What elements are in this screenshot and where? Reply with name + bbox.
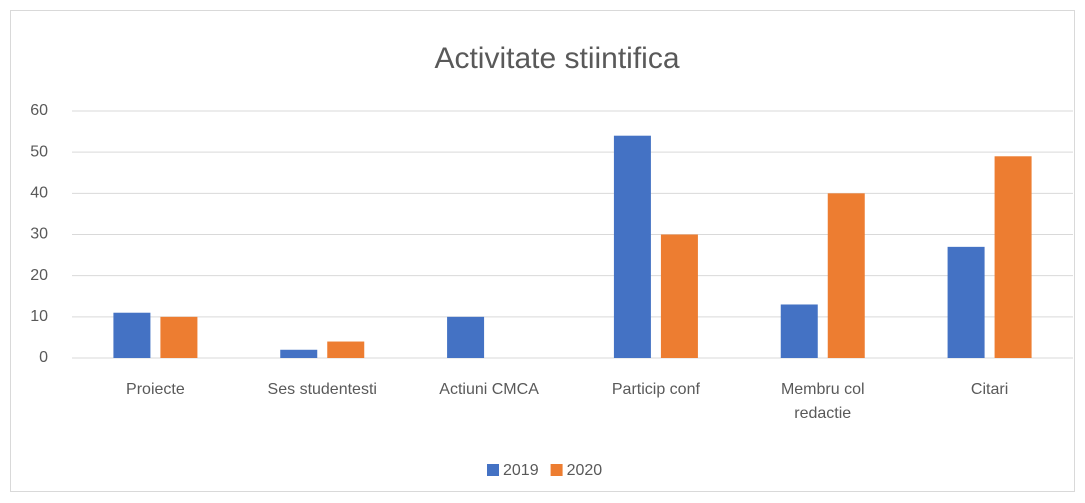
y-tick-label: 50 bbox=[30, 143, 48, 160]
chart-title: Activitate stiintifica bbox=[434, 42, 679, 75]
bar bbox=[660, 234, 698, 358]
legend-label: 2020 bbox=[567, 462, 603, 479]
bar bbox=[947, 246, 985, 358]
bar bbox=[827, 193, 865, 358]
bar bbox=[994, 156, 1032, 358]
bar bbox=[280, 349, 318, 358]
bar bbox=[447, 316, 485, 358]
bar bbox=[160, 316, 198, 358]
x-tick-label: Citari bbox=[970, 381, 1009, 398]
bar bbox=[113, 312, 151, 358]
legend-label: 2019 bbox=[503, 462, 539, 479]
y-tick-label: 10 bbox=[30, 308, 48, 325]
x-tick-label: Actiuni CMCA bbox=[439, 381, 539, 398]
bar bbox=[780, 304, 818, 358]
bar bbox=[327, 341, 365, 358]
bar bbox=[613, 135, 651, 358]
x-tick-label: Membru col redactie bbox=[780, 381, 865, 422]
y-tick-label: 60 bbox=[30, 102, 48, 119]
legend-swatch bbox=[550, 464, 563, 476]
x-tick-label: Proiecte bbox=[126, 381, 185, 398]
y-tick-label: 40 bbox=[30, 185, 48, 202]
y-tick-label: 20 bbox=[30, 267, 48, 284]
legend-swatch bbox=[487, 464, 499, 476]
y-tick-label: 0 bbox=[39, 349, 48, 366]
x-tick-label: Particip conf bbox=[611, 381, 700, 398]
chart-border bbox=[10, 10, 1075, 492]
y-tick-label: 30 bbox=[30, 226, 48, 243]
x-tick-label: Ses studentesti bbox=[267, 381, 377, 398]
